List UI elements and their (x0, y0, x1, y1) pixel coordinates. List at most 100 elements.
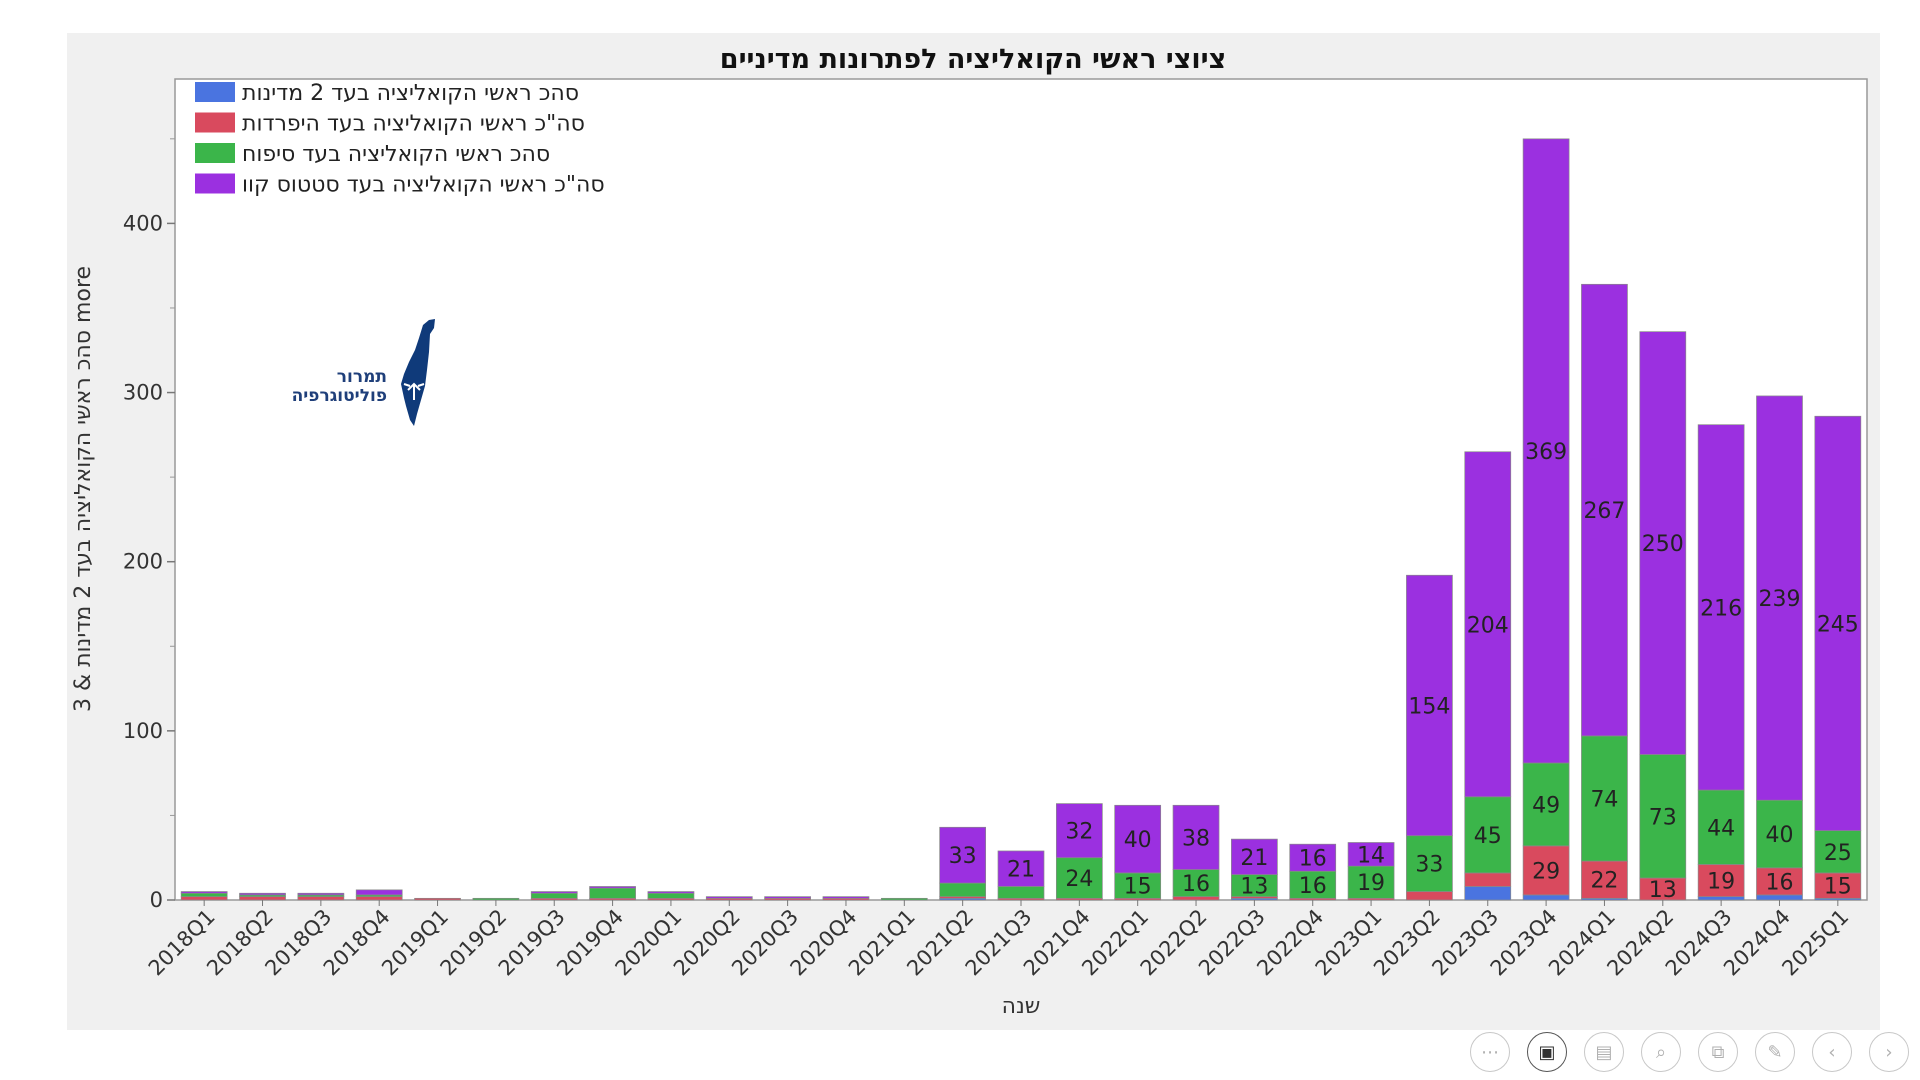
pen-button[interactable]: ✎ (1755, 1032, 1795, 1072)
bar-segment (764, 896, 811, 899)
bar-segment (1756, 395, 1803, 801)
zoom-button[interactable]: ⌕ (1641, 1032, 1681, 1072)
data-label: 13 (1240, 875, 1268, 900)
bar-segment (1697, 896, 1745, 901)
bar-segment (589, 886, 636, 889)
bar-segment (1289, 843, 1337, 872)
bar-segment (1756, 894, 1803, 901)
bar-segment (180, 896, 228, 901)
bar-segment (1347, 842, 1395, 867)
y-axis-title: סהכ ראשי הקואליציה בעד 2 מדינות & 3 more (71, 266, 96, 712)
next-button[interactable]: › (1869, 1032, 1909, 1072)
bar-segment (297, 896, 345, 901)
bar-segment (1814, 872, 1862, 899)
bar-segment (647, 891, 695, 894)
data-label: 73 (1649, 805, 1677, 830)
bar-segment (1055, 803, 1103, 859)
logo-subtitle: פוליטוגרפיה (292, 386, 387, 406)
data-label: 74 (1590, 788, 1618, 813)
bar-segment (1522, 762, 1570, 847)
bar-segment (822, 896, 870, 899)
bar-segment (530, 891, 578, 894)
data-label: 216 (1700, 596, 1742, 621)
legend-label: סהכ ראשי הקואליציה בעד 2 מדינות (242, 81, 579, 106)
bar-segment (1522, 138, 1570, 764)
bar-segment (1581, 283, 1628, 737)
bar-segment (939, 826, 987, 884)
data-label: 40 (1124, 828, 1152, 853)
data-label: 15 (1824, 875, 1852, 900)
bar-segment (1406, 891, 1453, 901)
bar-segment (414, 897, 461, 901)
y-tick-label: 400 (123, 211, 163, 235)
data-label: 29 (1532, 859, 1560, 884)
bar-segment (180, 892, 228, 897)
data-label: 19 (1707, 870, 1735, 895)
bar-segment (880, 897, 928, 901)
stacked-bar-chart: ציוצי ראשי הקואליציה לפתרונות מדיניים 0 1… (71, 44, 1868, 1019)
video-button[interactable]: ▣ (1527, 1032, 1567, 1072)
data-label: 19 (1357, 871, 1385, 896)
data-label: 45 (1474, 824, 1502, 849)
legend-swatch (195, 173, 235, 194)
slides-icon: ⧉ (1711, 1041, 1725, 1063)
y-tick-label: 300 (123, 381, 163, 405)
bar-segment (297, 892, 345, 896)
data-label: 32 (1065, 820, 1093, 845)
bar-segment (997, 886, 1045, 899)
data-label: 16 (1299, 874, 1327, 899)
bar-segment (1814, 415, 1862, 831)
data-label: 250 (1642, 532, 1684, 557)
data-label: 22 (1590, 869, 1618, 894)
data-label: 267 (1583, 499, 1625, 524)
previous-icon: ‹ (1828, 1041, 1836, 1063)
slides-button[interactable]: ⧉ (1698, 1032, 1738, 1072)
legend-swatch (195, 112, 235, 133)
bar-segment (1114, 804, 1162, 874)
data-label: 369 (1525, 440, 1567, 465)
legend-label: סה"כ ראשי הקואליציה בעד סטטוס קוו (242, 173, 605, 198)
bar-segment (1697, 424, 1745, 791)
data-label: 14 (1357, 843, 1385, 868)
legend: סהכ ראשי הקואליציה בעד 2 מדינות סה"כ ראשי… (195, 81, 605, 198)
bar-segment (1172, 804, 1220, 870)
data-label: 25 (1824, 841, 1852, 866)
legend-swatch (195, 82, 235, 102)
data-label: 33 (1415, 853, 1443, 878)
bar-segment (472, 897, 520, 901)
bar-segment (355, 896, 403, 901)
next-icon: › (1885, 1041, 1893, 1063)
data-label: 44 (1707, 816, 1735, 841)
road-junction-icon (403, 382, 425, 400)
bar-segment (1172, 896, 1220, 901)
previous-button[interactable]: ‹ (1812, 1032, 1852, 1072)
subtitles-button[interactable]: ▤ (1584, 1032, 1624, 1072)
bar-segment (1289, 870, 1337, 899)
chart-title: ציוצי ראשי הקואליציה לפתרונות מדיניים (720, 44, 1226, 75)
y-axis: 0 100 200 300 400 (123, 138, 175, 912)
more-icon: ⋯ (1481, 1041, 1499, 1063)
data-label: 16 (1182, 872, 1210, 897)
data-label: 24 (1065, 867, 1093, 892)
bar-segment (997, 850, 1045, 887)
bar-segment (1814, 830, 1862, 874)
bar-segment (1231, 838, 1278, 875)
chart-panel: ציוצי ראשי הקואליציה לפתרונות מדיניים 0 1… (67, 33, 1880, 1030)
subtitles-icon: ▤ (1595, 1041, 1613, 1063)
bar-segment (1581, 860, 1628, 899)
bar-segment (180, 891, 228, 894)
presentation-controls: ⋯ ▣ ▤ ⌕ ⧉ ✎ ‹ › (1470, 1030, 1910, 1076)
data-label: 49 (1532, 793, 1560, 818)
legend-label: סהכ ראשי הקואליציה בעד סיפוח (242, 142, 550, 167)
zoom-icon: ⌕ (1655, 1041, 1667, 1063)
y-tick-label: 100 (123, 719, 163, 743)
data-label: 16 (1765, 870, 1793, 895)
data-label: 15 (1124, 875, 1152, 900)
bar-segment (1639, 331, 1687, 755)
data-label: 21 (1007, 858, 1035, 883)
logo-title: תמרור (337, 367, 387, 387)
data-label: 239 (1758, 587, 1800, 612)
bar-segment (647, 892, 695, 899)
more-button[interactable]: ⋯ (1470, 1032, 1510, 1072)
bar-segment (1464, 872, 1512, 887)
